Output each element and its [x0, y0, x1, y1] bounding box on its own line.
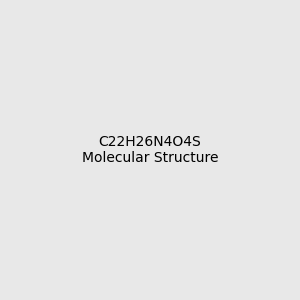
Text: C22H26N4O4S
Molecular Structure: C22H26N4O4S Molecular Structure: [82, 135, 218, 165]
